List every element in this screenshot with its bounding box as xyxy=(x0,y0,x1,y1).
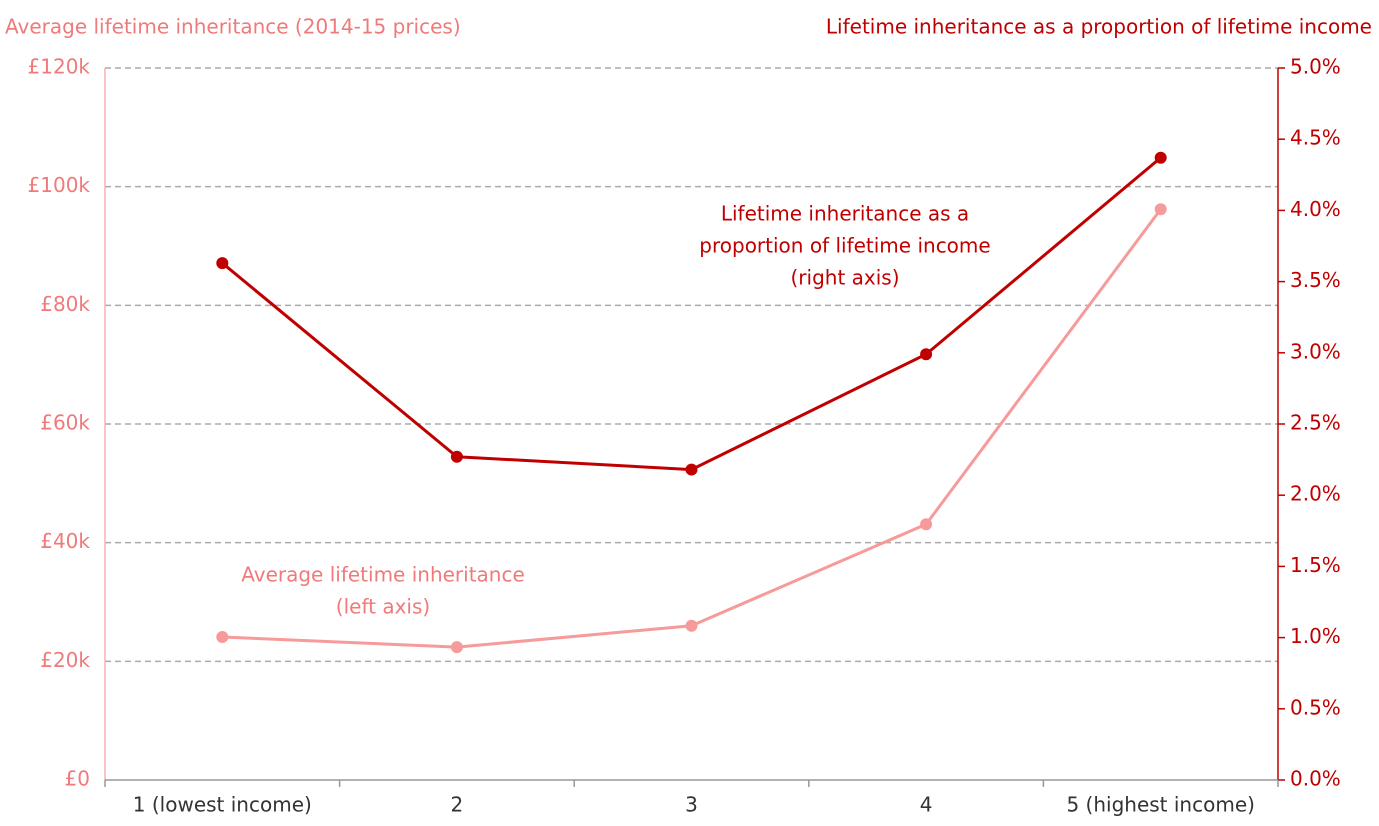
annotation: (left axis) xyxy=(336,595,430,619)
point xyxy=(216,631,229,644)
y-tick-label: £100k xyxy=(28,173,91,197)
y2-tick-label: 4.0% xyxy=(1290,197,1341,221)
point xyxy=(450,450,463,463)
x-tick-label: 5 (highest income) xyxy=(1066,793,1254,817)
y-tick-label: £120k xyxy=(28,55,91,79)
annotation: proportion of lifetime income xyxy=(699,234,990,258)
y2-tick-label: 0.0% xyxy=(1290,767,1341,791)
y2-tick-label: 2.5% xyxy=(1290,411,1341,435)
y2-tick-label: 0.5% xyxy=(1290,695,1341,719)
point xyxy=(1154,151,1167,164)
annotation: Average lifetime inheritance xyxy=(241,563,525,587)
point xyxy=(685,619,698,632)
y2-tick-label: 5.0% xyxy=(1290,55,1341,79)
series-line xyxy=(221,156,1162,472)
y2-tick-label: 3.0% xyxy=(1290,339,1341,363)
y2-tick-label: 4.5% xyxy=(1290,126,1341,150)
y-axis-title: Average lifetime inheritance (2014-15 pr… xyxy=(5,15,461,39)
x-tick-label: 3 xyxy=(685,793,698,817)
point xyxy=(450,641,463,654)
y-tick-label: £0 xyxy=(65,767,90,791)
y-tick-label: £60k xyxy=(40,411,90,435)
annotation: (right axis) xyxy=(790,266,899,290)
y2-axis-title: Lifetime inheritance as a proportion of … xyxy=(826,15,1372,39)
y2-tick-label: 1.0% xyxy=(1290,624,1341,648)
y-tick-label: £20k xyxy=(40,648,90,672)
y-tick-label: £40k xyxy=(40,529,90,553)
x-tick-label: 2 xyxy=(451,793,464,817)
y-tick-label: £80k xyxy=(40,292,90,316)
y2-tick-label: 2.0% xyxy=(1290,482,1341,506)
x-tick-label: 1 (lowest income) xyxy=(133,793,312,817)
y2-tick-label: 1.5% xyxy=(1290,553,1341,577)
point xyxy=(920,518,933,531)
point xyxy=(216,257,229,270)
x-tick-label: 4 xyxy=(920,793,933,817)
point xyxy=(685,463,698,476)
point xyxy=(920,348,933,361)
y2-tick-label: 3.5% xyxy=(1290,268,1341,292)
point xyxy=(1154,203,1167,216)
annotation: Lifetime inheritance as a xyxy=(721,202,969,226)
